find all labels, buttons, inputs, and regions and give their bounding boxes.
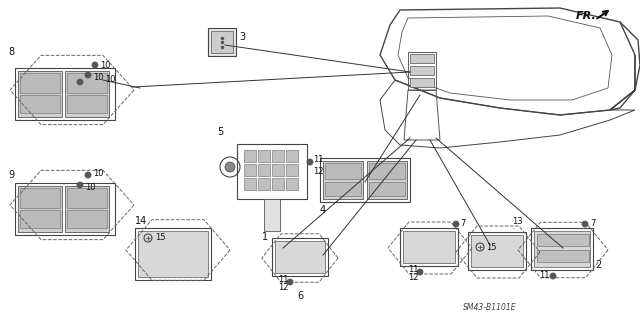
Bar [403,231,455,263]
Bar [20,73,60,93]
Bar [67,188,107,208]
Bar [320,158,410,202]
Text: 4: 4 [320,205,326,215]
Bar [18,71,62,117]
Bar [325,182,361,196]
Bar [400,228,458,266]
Bar [65,71,109,117]
Circle shape [92,62,98,68]
Bar [272,164,284,176]
Bar [65,186,109,232]
Text: 2: 2 [595,260,601,270]
Bar [18,186,62,232]
Text: 3: 3 [239,32,245,42]
Circle shape [582,221,588,227]
Circle shape [417,269,423,275]
Bar [410,66,434,75]
Text: 12: 12 [313,167,323,176]
Bar [67,73,107,93]
Text: 10: 10 [85,183,95,192]
Bar [325,163,361,179]
Circle shape [85,72,91,78]
Circle shape [287,279,293,285]
Circle shape [225,162,235,172]
Text: FR.: FR. [576,11,596,21]
Bar [286,178,298,190]
Text: 11: 11 [539,271,550,280]
Bar [272,178,284,190]
Text: 14: 14 [135,216,147,226]
Text: _: _ [512,225,514,229]
Bar [531,228,593,270]
Text: 11: 11 [278,276,289,285]
Circle shape [85,172,91,178]
Bar [244,150,256,162]
Text: 10: 10 [105,75,115,84]
Bar [534,231,590,267]
Text: 12: 12 [408,273,419,283]
Text: 10: 10 [100,61,111,70]
Bar [468,232,526,270]
Text: 15: 15 [155,234,166,242]
Text: SM43-B1101E: SM43-B1101E [463,303,517,313]
Bar [135,228,211,280]
Text: 11: 11 [408,265,419,275]
Text: 1: 1 [262,232,268,242]
Bar [258,178,270,190]
Bar [244,164,256,176]
Text: 12: 12 [278,284,289,293]
Bar [537,250,589,262]
Circle shape [550,273,556,279]
Bar [537,234,589,246]
Bar [244,178,256,190]
Circle shape [77,79,83,85]
Bar [286,150,298,162]
Text: 15: 15 [486,242,497,251]
Bar [272,238,328,276]
Bar [408,52,436,90]
Text: 7: 7 [460,219,465,228]
Bar [20,210,60,228]
Bar [323,161,363,199]
Circle shape [307,159,313,165]
Circle shape [77,182,83,188]
Bar [275,241,325,273]
Bar [138,231,208,277]
Bar [286,164,298,176]
Text: 7: 7 [590,219,595,228]
Bar [20,95,60,113]
Bar [369,182,405,196]
Bar [208,28,236,56]
Text: 10: 10 [93,73,104,83]
Bar [369,163,405,179]
Text: 11: 11 [313,155,323,165]
Bar [410,78,434,87]
Text: 5: 5 [217,127,223,137]
Bar [15,68,115,120]
Text: 9: 9 [8,170,14,180]
Bar [367,161,407,199]
Bar [272,150,284,162]
Bar [471,235,523,267]
Bar [67,210,107,228]
Bar [211,31,233,53]
Bar [258,164,270,176]
Text: 6: 6 [297,291,303,301]
Text: 10: 10 [93,168,104,177]
Bar [258,150,270,162]
Bar [410,54,434,63]
Bar [20,188,60,208]
Text: 8: 8 [8,47,14,57]
Bar [15,183,115,235]
Bar [237,144,307,199]
Bar [67,95,107,113]
Text: 13: 13 [512,218,523,226]
Circle shape [453,221,459,227]
Bar [264,199,280,231]
